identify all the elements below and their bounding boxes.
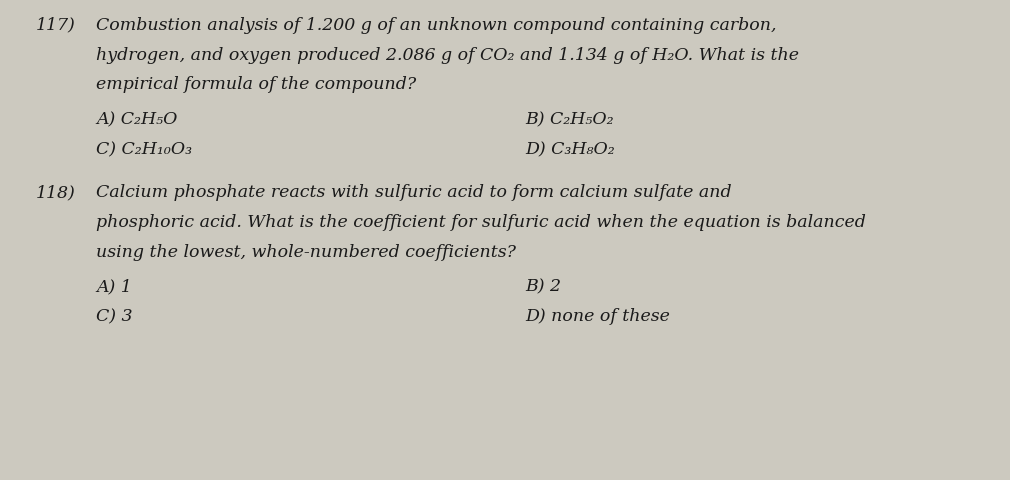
Text: empirical formula of the compound?: empirical formula of the compound? bbox=[96, 76, 416, 93]
Text: A) C₂H₅O: A) C₂H₅O bbox=[96, 111, 178, 128]
Text: B) C₂H₅O₂: B) C₂H₅O₂ bbox=[525, 111, 614, 128]
Text: phosphoric acid. What is the coefficient for sulfuric acid when the equation is : phosphoric acid. What is the coefficient… bbox=[96, 214, 866, 230]
Text: C) 3: C) 3 bbox=[96, 308, 132, 324]
Text: C) C₂H₁₀O₃: C) C₂H₁₀O₃ bbox=[96, 141, 192, 157]
Text: D) none of these: D) none of these bbox=[525, 308, 670, 324]
Text: A) 1: A) 1 bbox=[96, 278, 131, 295]
Text: 117): 117) bbox=[35, 17, 75, 34]
Text: 118): 118) bbox=[35, 184, 75, 201]
Text: Calcium phosphate reacts with sulfuric acid to form calcium sulfate and: Calcium phosphate reacts with sulfuric a… bbox=[96, 184, 731, 201]
Text: B) 2: B) 2 bbox=[525, 278, 562, 295]
Text: hydrogen, and oxygen produced 2.086 g of CO₂ and 1.134 g of H₂O. What is the: hydrogen, and oxygen produced 2.086 g of… bbox=[96, 47, 799, 63]
Text: D) C₃H₈O₂: D) C₃H₈O₂ bbox=[525, 141, 615, 157]
Text: Combustion analysis of 1.200 g of an unknown compound containing carbon,: Combustion analysis of 1.200 g of an unk… bbox=[96, 17, 777, 34]
Text: using the lowest, whole-numbered coefficients?: using the lowest, whole-numbered coeffic… bbox=[96, 243, 516, 260]
